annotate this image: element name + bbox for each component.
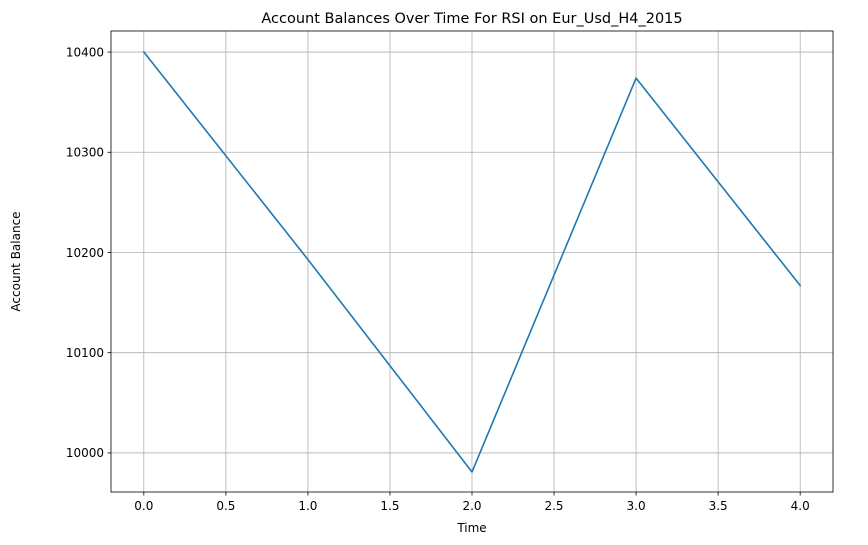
y-tick-label: 10100 xyxy=(66,346,104,360)
x-tick-label: 0.0 xyxy=(134,499,153,513)
x-tick-label: 2.0 xyxy=(462,499,481,513)
x-tick-label: 3.5 xyxy=(709,499,728,513)
y-tick-label: 10400 xyxy=(66,45,104,59)
x-tick-label: 1.0 xyxy=(298,499,317,513)
axis-ticks: 0.0 0.5 1.0 1.5 2.0 2.5 3.0 3.5 4.0 10000 10100 102… xyxy=(66,45,810,513)
y-tick-label: 10200 xyxy=(66,246,104,260)
grid xyxy=(111,31,833,492)
y-axis-label: Account Balance xyxy=(9,211,23,311)
x-tick-label: 1.5 xyxy=(380,499,399,513)
chart-title: Account Balances Over Time For RSI on Eu… xyxy=(261,11,682,27)
x-tick-label: 3.0 xyxy=(627,499,646,513)
x-axis-label: Time xyxy=(456,521,486,535)
x-tick-label: 0.5 xyxy=(216,499,235,513)
y-tick-label: 10000 xyxy=(66,446,104,460)
x-tick-label: 4.0 xyxy=(791,499,810,513)
series-layer xyxy=(142,50,802,473)
series-line-0 xyxy=(142,50,802,473)
x-tick-label: 2.5 xyxy=(544,499,563,513)
y-tick-label: 10300 xyxy=(66,146,104,160)
